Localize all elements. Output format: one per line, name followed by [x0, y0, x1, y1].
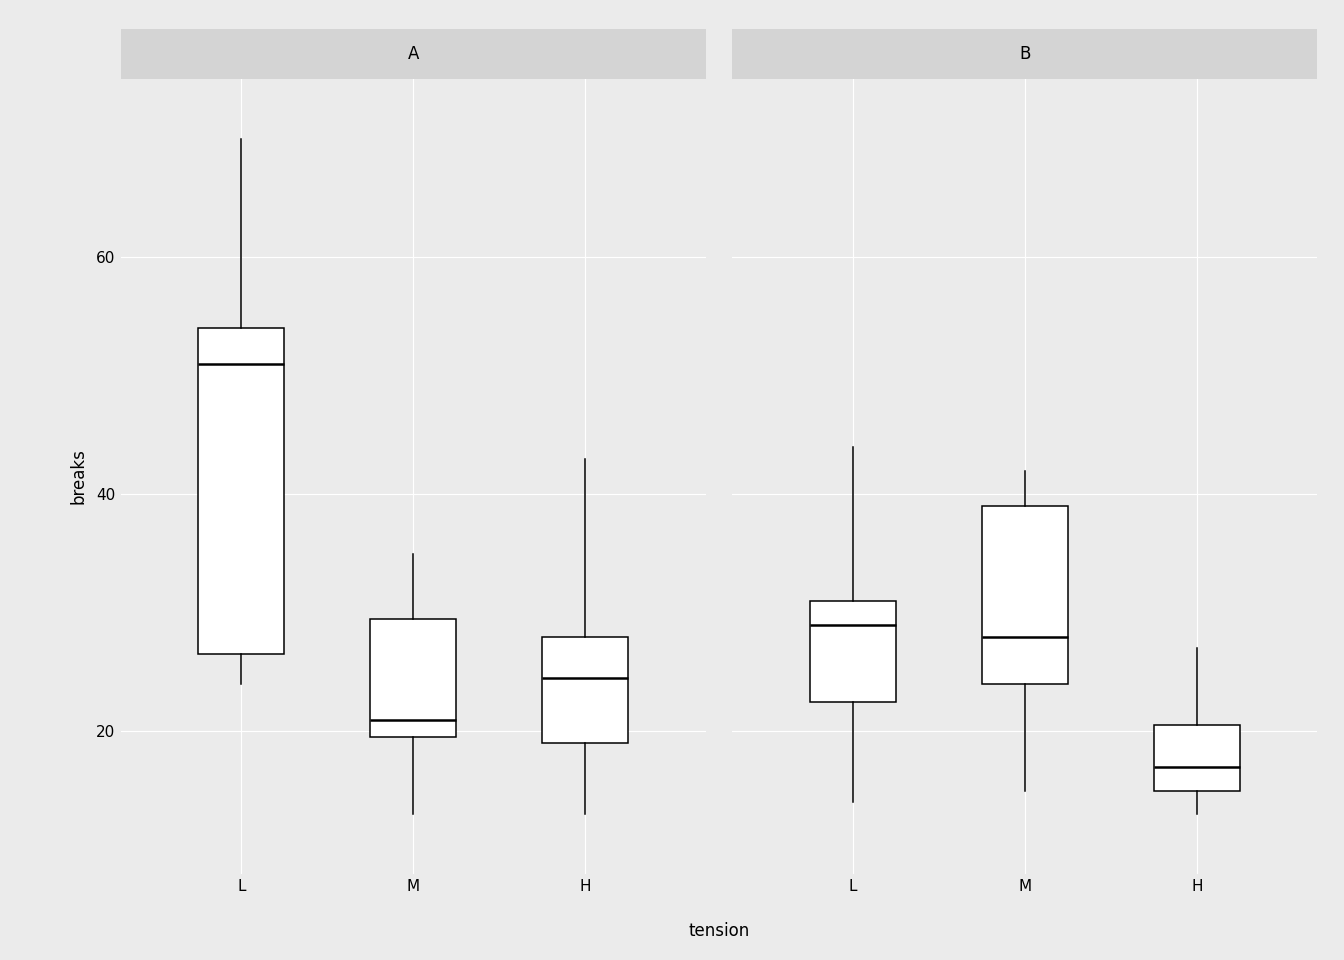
PathPatch shape — [199, 328, 285, 655]
Text: tension: tension — [688, 923, 750, 940]
PathPatch shape — [982, 506, 1067, 684]
Y-axis label: breaks: breaks — [70, 448, 87, 505]
Text: A: A — [407, 45, 419, 63]
PathPatch shape — [1153, 726, 1239, 791]
Text: B: B — [1019, 45, 1031, 63]
PathPatch shape — [810, 601, 896, 702]
PathPatch shape — [371, 619, 456, 737]
PathPatch shape — [542, 636, 628, 743]
